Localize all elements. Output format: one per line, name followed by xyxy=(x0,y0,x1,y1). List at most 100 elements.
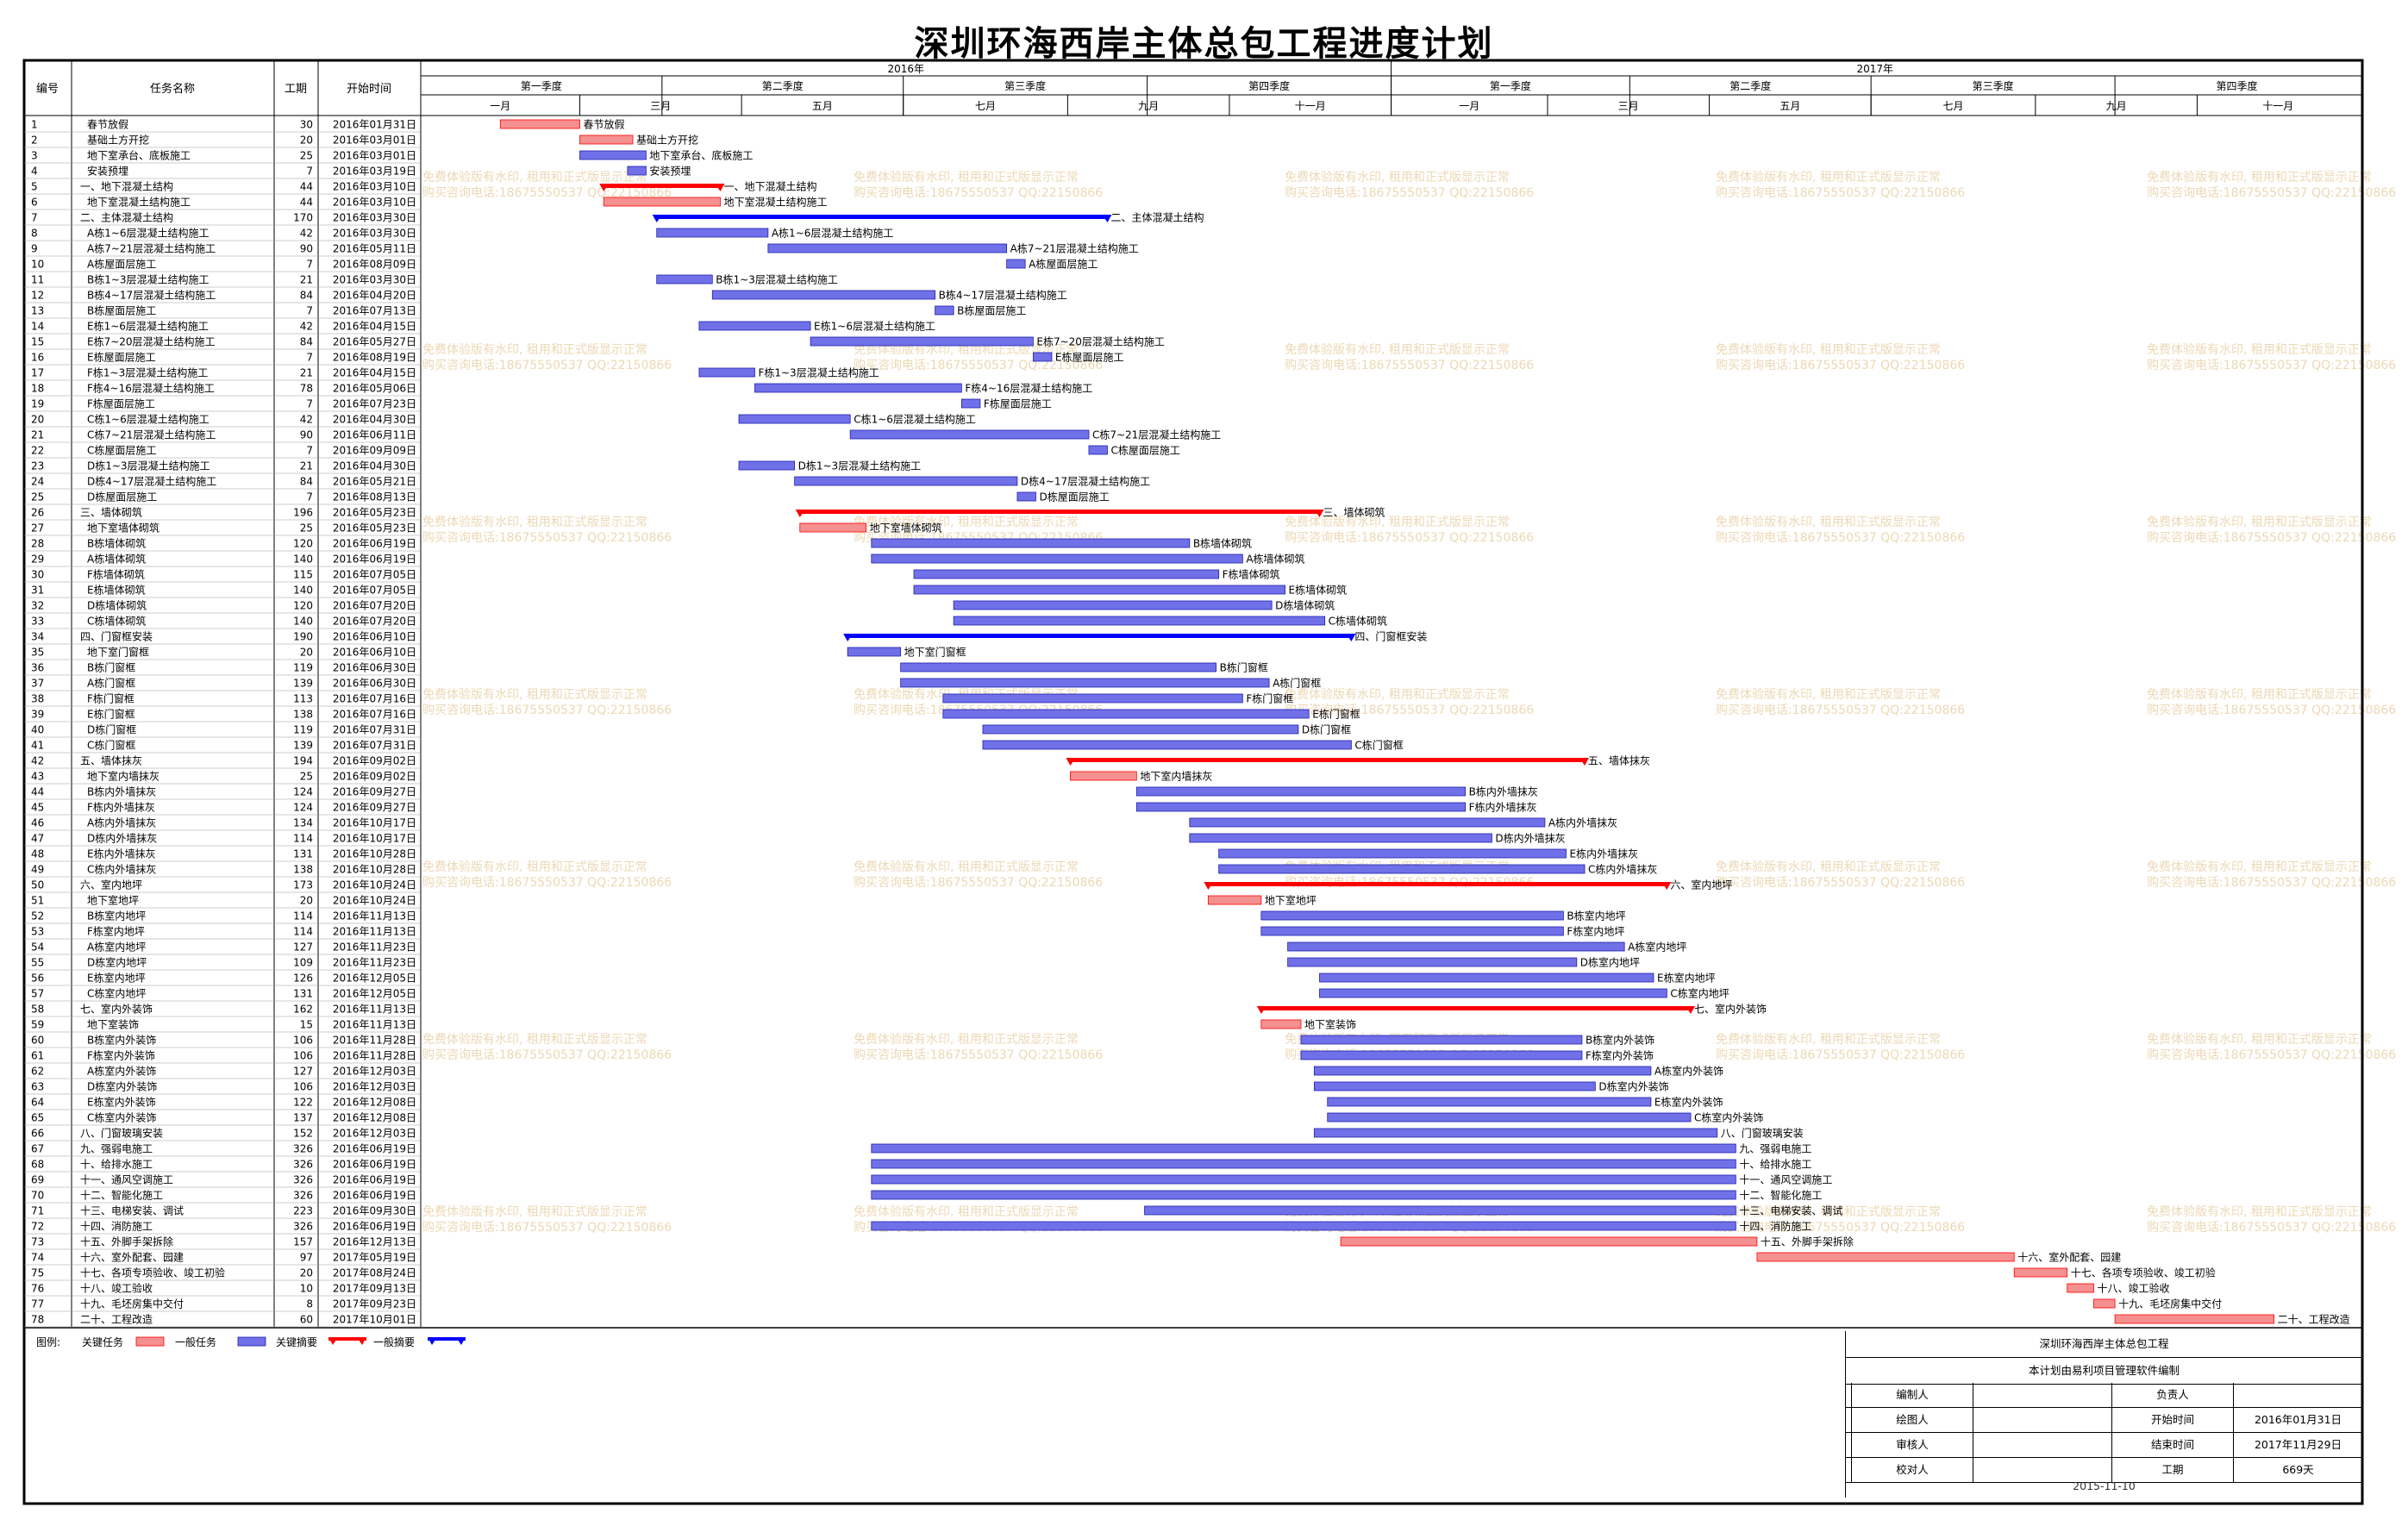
task-bar xyxy=(1189,817,1546,828)
summary-bar xyxy=(1208,882,1667,886)
task-bar xyxy=(799,522,867,533)
bar-label: B栋门窗框 xyxy=(1220,661,1268,674)
task-start: 2016年03月10日 xyxy=(333,181,416,193)
task-id: 70 xyxy=(31,1190,44,1202)
task-duration: 137 xyxy=(293,1112,313,1124)
task-bar xyxy=(871,553,1243,564)
task-start: 2016年04月30日 xyxy=(333,460,416,472)
task-duration: 114 xyxy=(293,926,313,938)
task-name: E栋内外墙抹灰 xyxy=(87,847,156,860)
task-start: 2016年11月13日 xyxy=(333,926,416,938)
task-name: 五、墙体抹灰 xyxy=(80,755,142,767)
task-name: F栋内外墙抹灰 xyxy=(87,801,155,814)
summary-cap xyxy=(1256,1006,1267,1014)
task-bar xyxy=(1327,1112,1692,1123)
bar-label: C栋内外墙抹灰 xyxy=(1588,863,1657,876)
task-id: 3 xyxy=(31,150,38,162)
watermark-text: 购买咨询电话:18675550537 QQ:22150866 xyxy=(854,186,1103,200)
task-start: 2016年05月06日 xyxy=(333,383,416,395)
summary-cap xyxy=(1066,758,1076,766)
task-id: 36 xyxy=(31,662,44,674)
task-name: A栋门窗框 xyxy=(87,677,135,690)
task-duration: 60 xyxy=(300,1314,313,1326)
task-id: 17 xyxy=(31,367,44,379)
bar-label: D栋墙体砌筑 xyxy=(1275,599,1335,612)
bar-label: B栋屋面层施工 xyxy=(957,304,1026,317)
task-name: C栋墙体砌筑 xyxy=(87,615,146,628)
task-start: 2017年09月23日 xyxy=(333,1298,416,1310)
task-name: F栋室内地坪 xyxy=(87,925,145,938)
bar-label: 十六、室外配套、园建 xyxy=(2017,1251,2121,1264)
task-name: 三、墙体砌筑 xyxy=(80,506,142,519)
task-duration: 326 xyxy=(293,1174,313,1186)
task-duration: 106 xyxy=(293,1035,313,1047)
bar-label: 十五、外脚手架拆除 xyxy=(1761,1235,1854,1248)
task-duration: 20 xyxy=(300,134,313,147)
task-name: 十一、通风空调施工 xyxy=(80,1174,173,1186)
task-id: 26 xyxy=(31,507,44,519)
task-id: 7 xyxy=(31,212,38,224)
task-start: 2016年04月15日 xyxy=(333,321,416,333)
task-bar xyxy=(871,1143,1736,1154)
task-name: C栋内外墙抹灰 xyxy=(87,863,156,876)
task-name: 十二、智能化施工 xyxy=(80,1189,163,1202)
task-bar xyxy=(1327,1097,1652,1107)
task-name: D栋门窗框 xyxy=(87,723,136,736)
info-project: 深圳环海西岸主体总包工程 xyxy=(1846,1331,2362,1358)
watermark-text: 购买咨询电话:18675550537 QQ:22150866 xyxy=(2147,704,2396,717)
task-duration: 140 xyxy=(293,585,313,597)
task-start: 2016年12月03日 xyxy=(333,1081,416,1093)
task-name: 地下室门窗框 xyxy=(87,646,149,659)
task-name: 地下室墙体砌筑 xyxy=(87,522,159,535)
task-id: 37 xyxy=(31,678,44,690)
legend-critical-summary-cap xyxy=(357,1337,366,1345)
task-duration: 196 xyxy=(293,507,313,519)
bar-label: 五、墙体抹灰 xyxy=(1588,755,1650,767)
watermark-text: 购买咨询电话:18675550537 QQ:22150866 xyxy=(422,1221,672,1235)
summary-bar xyxy=(799,510,1320,514)
watermark-text: 免费体验版有水印, 租用和正式版显示正常 xyxy=(422,1205,647,1219)
task-name: 二、主体混凝土结构 xyxy=(80,211,173,224)
task-duration: 124 xyxy=(293,786,313,798)
task-start: 2016年06月19日 xyxy=(333,1143,416,1155)
bar-label: E栋1~6层混凝土结构施工 xyxy=(814,320,935,333)
task-id: 6 xyxy=(31,197,38,209)
info-drawer-label: 绘图人 xyxy=(1852,1408,1973,1432)
task-start: 2016年06月19日 xyxy=(333,1174,416,1186)
task-id: 4 xyxy=(31,166,38,178)
summary-cap xyxy=(599,184,610,191)
task-duration: 119 xyxy=(293,724,313,736)
task-name: 十四、消防施工 xyxy=(80,1220,153,1233)
info-start-label: 开始时间 xyxy=(2112,1408,2234,1432)
task-id: 41 xyxy=(31,740,44,752)
info-end: 2017年11月29日 xyxy=(2254,1438,2342,1451)
watermark-text: 免费体验版有水印, 租用和正式版显示正常 xyxy=(2147,343,2372,357)
bar-label: F栋内外墙抹灰 xyxy=(1469,801,1537,814)
task-id: 2 xyxy=(31,134,38,147)
quarter-label: 第二季度 xyxy=(1729,79,1771,92)
header-duration: 工期 xyxy=(285,83,307,96)
bar-label: F栋1~3层混凝土结构施工 xyxy=(758,366,879,379)
bar-label: 七、室内外装饰 xyxy=(1694,1003,1767,1016)
task-name: 安装预埋 xyxy=(87,165,128,178)
task-duration: 106 xyxy=(293,1081,313,1093)
task-start: 2016年05月27日 xyxy=(333,336,416,348)
task-bar xyxy=(1218,848,1567,859)
task-name: 十八、竣工验收 xyxy=(80,1282,153,1295)
task-name: 地下室装饰 xyxy=(87,1018,139,1031)
task-name: 地下室承台、底板施工 xyxy=(87,149,191,162)
task-id: 33 xyxy=(31,616,44,628)
task-bar xyxy=(1218,864,1586,874)
bar-label: A栋墙体砌筑 xyxy=(1246,553,1304,566)
task-bar xyxy=(913,585,1285,595)
quarter-label: 第四季度 xyxy=(2217,79,2258,92)
task-start: 2017年08月24日 xyxy=(333,1267,416,1279)
task-bar xyxy=(942,693,1243,704)
task-id: 40 xyxy=(31,724,44,736)
task-name: 十、给排水施工 xyxy=(80,1159,153,1171)
quarter-label: 第三季度 xyxy=(1004,79,1046,92)
bar-label: B栋4~17层混凝土结构施工 xyxy=(939,289,1067,302)
watermark-text: 购买咨询电话:18675550537 QQ:22150866 xyxy=(2147,876,2396,890)
task-id: 47 xyxy=(31,833,44,845)
bar-label: F栋4~16层混凝土结构施工 xyxy=(965,382,1092,395)
